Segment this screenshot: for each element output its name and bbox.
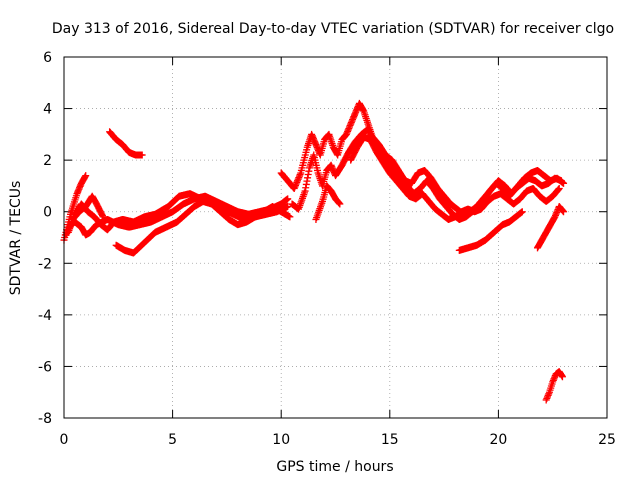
- data-point: [294, 175, 302, 183]
- y-tick-label: -8: [38, 411, 52, 427]
- x-axis-label: GPS time / hours: [276, 459, 393, 475]
- x-tick-label: 5: [168, 432, 177, 448]
- plot-frame: [63, 56, 608, 419]
- data-point: [295, 172, 303, 180]
- data-point: [558, 373, 566, 381]
- x-tick-label: 20: [489, 432, 507, 448]
- series-s4: [69, 192, 107, 223]
- data-point: [549, 378, 557, 386]
- series-s10: [347, 133, 563, 223]
- data-point: [518, 208, 526, 216]
- data-point: [543, 394, 551, 402]
- data-point: [336, 200, 344, 208]
- data-point: [82, 172, 90, 180]
- data-point: [542, 396, 550, 404]
- data-point: [293, 178, 301, 186]
- data-point: [98, 212, 106, 220]
- y-tick-label: -2: [38, 256, 52, 272]
- data-point: [292, 181, 300, 189]
- data-point: [291, 183, 299, 191]
- x-tick-label: 25: [598, 432, 616, 448]
- series-s9: [312, 182, 344, 223]
- series-s8: [288, 125, 568, 223]
- data-point: [290, 185, 298, 193]
- series-s6: [112, 197, 294, 257]
- y-tick-label: 6: [43, 50, 52, 66]
- series-s11: [455, 208, 526, 254]
- data-point: [138, 151, 146, 159]
- axis-ticks: [63, 56, 608, 419]
- data-point: [296, 171, 304, 179]
- data-point: [543, 393, 551, 401]
- data-point: [292, 180, 300, 188]
- data-point: [558, 372, 566, 380]
- y-tick-label: -4: [38, 308, 52, 324]
- x-tick-label: 0: [60, 432, 69, 448]
- data-point: [286, 213, 294, 221]
- series-s12: [533, 203, 568, 252]
- data-point: [284, 203, 292, 211]
- data-point: [560, 208, 568, 216]
- y-tick-label: 0: [43, 205, 52, 221]
- data-point: [555, 185, 563, 193]
- data-point: [560, 179, 568, 187]
- x-tick-labels: 0 5 10 15 20 25: [60, 432, 616, 448]
- series-s13: [542, 368, 566, 404]
- chart-title: Day 313 of 2016, Sidereal Day-to-day VTE…: [52, 21, 614, 37]
- data-point: [545, 390, 553, 398]
- data-point: [99, 213, 107, 221]
- grid-lines: [64, 57, 607, 418]
- x-tick-label: 15: [381, 432, 399, 448]
- data-point: [284, 195, 292, 203]
- series-s5: [106, 128, 146, 159]
- data-point: [549, 376, 557, 384]
- data-point: [544, 391, 552, 399]
- y-tick-label: 4: [43, 102, 52, 118]
- y-axis-label: SDTVAR / TECUs: [8, 181, 24, 296]
- y-tick-label: -6: [38, 359, 52, 375]
- data-point: [295, 174, 303, 182]
- data-point: [555, 185, 563, 193]
- data-point: [550, 375, 558, 383]
- data-series: [60, 99, 568, 404]
- data-point: [554, 186, 562, 194]
- x-tick-label: 10: [272, 432, 290, 448]
- y-tick-label: 2: [43, 153, 52, 169]
- data-point: [293, 177, 301, 185]
- y-tick-labels: -8 -6 -4 -2 0 2 4 6: [38, 50, 52, 427]
- data-point: [551, 373, 559, 381]
